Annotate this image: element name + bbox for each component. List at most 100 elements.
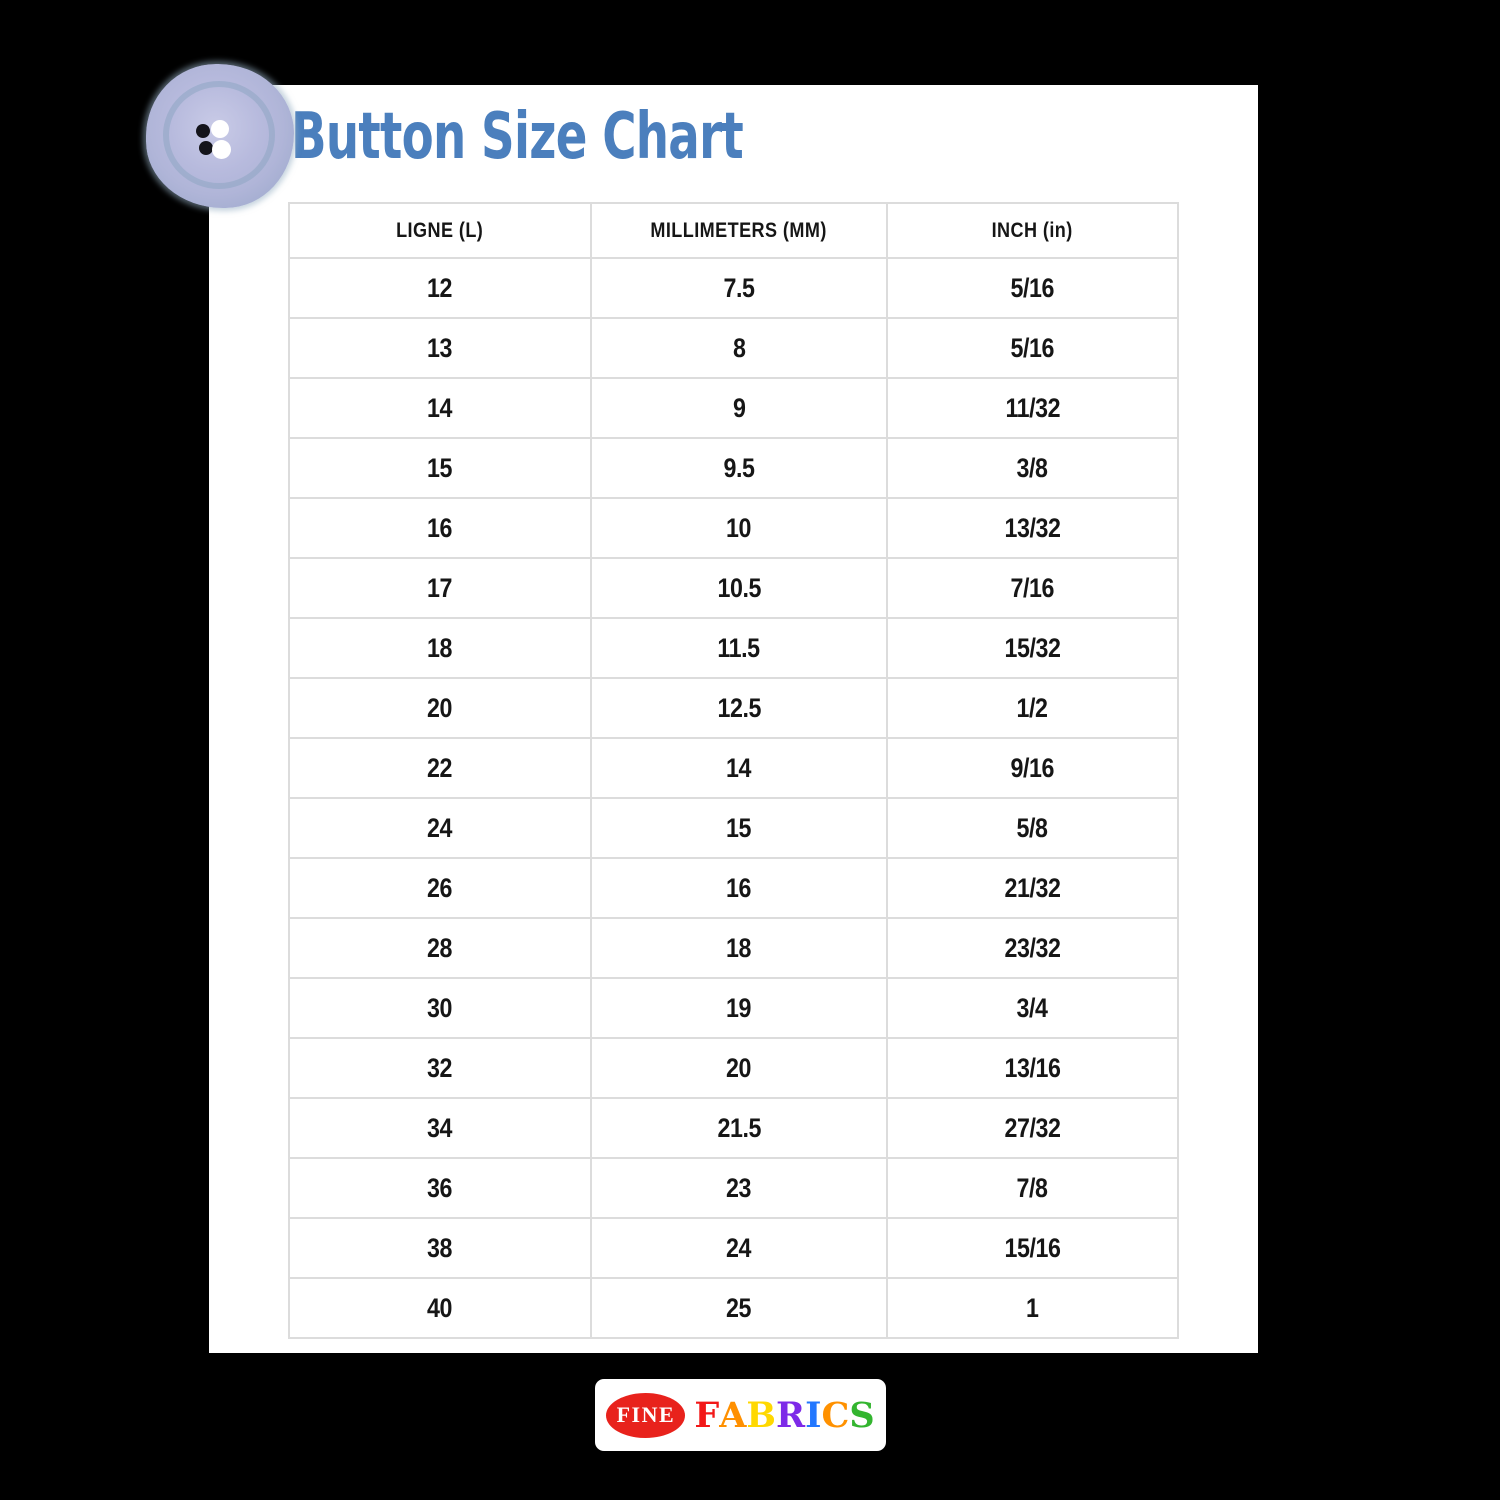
cell-ligne: 34 xyxy=(288,1097,592,1159)
cell-inch: 7/8 xyxy=(886,1157,1179,1219)
cell-ligne: 14 xyxy=(288,377,592,439)
cell-ligne: 30 xyxy=(288,977,592,1039)
cell-ligne: 12 xyxy=(288,257,592,319)
table-row: 28 18 23/32 xyxy=(288,917,1179,979)
cell-inch: 23/32 xyxy=(886,917,1179,979)
button-illustration xyxy=(146,64,294,208)
table-row: 34 21.5 27/32 xyxy=(288,1097,1179,1159)
cell-millimeters: 8 xyxy=(590,317,888,379)
cell-inch: 9/16 xyxy=(886,737,1179,799)
table-row: 40 25 1 xyxy=(288,1277,1179,1339)
table-row: 24 15 5/8 xyxy=(288,797,1179,859)
table-row: 18 11.5 15/32 xyxy=(288,617,1179,679)
cell-millimeters: 19 xyxy=(590,977,888,1039)
page: Button Size Chart LIGNE (L) MILLIMETERS … xyxy=(209,85,1258,1353)
table-row: 36 23 7/8 xyxy=(288,1157,1179,1219)
cell-millimeters: 9 xyxy=(590,377,888,439)
cell-ligne: 38 xyxy=(288,1217,592,1279)
cell-inch: 1/2 xyxy=(886,677,1179,739)
cell-inch: 15/16 xyxy=(886,1217,1179,1279)
cell-millimeters: 11.5 xyxy=(590,617,888,679)
table-header-row: LIGNE (L) MILLIMETERS (MM) INCH (in) xyxy=(288,202,1179,259)
button-hole-icon xyxy=(212,140,231,159)
page-title: Button Size Chart xyxy=(291,105,744,169)
table-row: 15 9.5 3/8 xyxy=(288,437,1179,499)
logo-oval: FINE xyxy=(606,1392,686,1438)
cell-ligne: 32 xyxy=(288,1037,592,1099)
cell-millimeters: 10.5 xyxy=(590,557,888,619)
cell-ligne: 36 xyxy=(288,1157,592,1219)
cell-inch: 11/32 xyxy=(886,377,1179,439)
cell-inch: 5/8 xyxy=(886,797,1179,859)
column-header-ligne: LIGNE (L) xyxy=(288,202,592,259)
button-hole-icon xyxy=(196,124,210,138)
cell-millimeters: 7.5 xyxy=(590,257,888,319)
table-row: 13 8 5/16 xyxy=(288,317,1179,379)
cell-millimeters: 12.5 xyxy=(590,677,888,739)
cell-millimeters: 24 xyxy=(590,1217,888,1279)
button-hole-icon xyxy=(211,120,229,138)
cell-ligne: 15 xyxy=(288,437,592,499)
cell-ligne: 40 xyxy=(288,1277,592,1339)
cell-millimeters: 14 xyxy=(590,737,888,799)
cell-inch: 21/32 xyxy=(886,857,1179,919)
cell-millimeters: 18 xyxy=(590,917,888,979)
table-row: 38 24 15/16 xyxy=(288,1217,1179,1279)
logo-letter: B xyxy=(746,1394,776,1436)
logo-letter: R xyxy=(776,1394,806,1436)
table-row: 22 14 9/16 xyxy=(288,737,1179,799)
table-row: 26 16 21/32 xyxy=(288,857,1179,919)
size-chart-table: LIGNE (L) MILLIMETERS (MM) INCH (in) 12 7… xyxy=(288,202,1179,1339)
cell-ligne: 24 xyxy=(288,797,592,859)
cell-millimeters: 25 xyxy=(590,1277,888,1339)
cell-inch: 13/32 xyxy=(886,497,1179,559)
cell-inch: 27/32 xyxy=(886,1097,1179,1159)
cell-inch: 1 xyxy=(886,1277,1179,1339)
cell-inch: 3/8 xyxy=(886,437,1179,499)
button-face xyxy=(146,64,294,208)
table-row: 14 9 11/32 xyxy=(288,377,1179,439)
logo-letter: C xyxy=(821,1394,850,1436)
logo-oval-text: FINE xyxy=(616,1402,676,1427)
cell-inch: 5/16 xyxy=(886,317,1179,379)
logo-letter: F xyxy=(694,1394,720,1436)
cell-ligne: 20 xyxy=(288,677,592,739)
table-row: 20 12.5 1/2 xyxy=(288,677,1179,739)
cell-millimeters: 23 xyxy=(590,1157,888,1219)
size-chart-body: 12 7.5 5/16 13 8 5/16 14 9 11/32 15 9.5 3/8 16 10 13/3… xyxy=(288,257,1179,1339)
cell-millimeters: 9.5 xyxy=(590,437,888,499)
cell-inch: 5/16 xyxy=(886,257,1179,319)
page-title-text: Button Size Chart xyxy=(291,100,744,174)
table-row: 17 10.5 7/16 xyxy=(288,557,1179,619)
button-hole-icon xyxy=(199,141,213,155)
button-rim-ring xyxy=(163,81,275,189)
cell-inch: 7/16 xyxy=(886,557,1179,619)
cell-ligne: 26 xyxy=(288,857,592,919)
cell-inch: 13/16 xyxy=(886,1037,1179,1099)
table-row: 30 19 3/4 xyxy=(288,977,1179,1039)
cell-millimeters: 20 xyxy=(590,1037,888,1099)
table-header: LIGNE (L) MILLIMETERS (MM) INCH (in) xyxy=(288,202,1179,259)
logo-letter: A xyxy=(719,1394,747,1436)
table-row: 16 10 13/32 xyxy=(288,497,1179,559)
column-header-millimeters: MILLIMETERS (MM) xyxy=(590,202,888,259)
table-row: 12 7.5 5/16 xyxy=(288,257,1179,319)
logo-letter: I xyxy=(805,1394,822,1436)
cell-millimeters: 15 xyxy=(590,797,888,859)
cell-ligne: 16 xyxy=(288,497,592,559)
cell-inch: 15/32 xyxy=(886,617,1179,679)
cell-ligne: 22 xyxy=(288,737,592,799)
cell-ligne: 28 xyxy=(288,917,592,979)
table-row: 32 20 13/16 xyxy=(288,1037,1179,1099)
logo-letter: S xyxy=(849,1394,875,1436)
cell-millimeters: 16 xyxy=(590,857,888,919)
cell-millimeters: 10 xyxy=(590,497,888,559)
cell-ligne: 18 xyxy=(288,617,592,679)
cell-ligne: 13 xyxy=(288,317,592,379)
column-header-inch: INCH (in) xyxy=(886,202,1179,259)
cell-ligne: 17 xyxy=(288,557,592,619)
cell-inch: 3/4 xyxy=(886,977,1179,1039)
